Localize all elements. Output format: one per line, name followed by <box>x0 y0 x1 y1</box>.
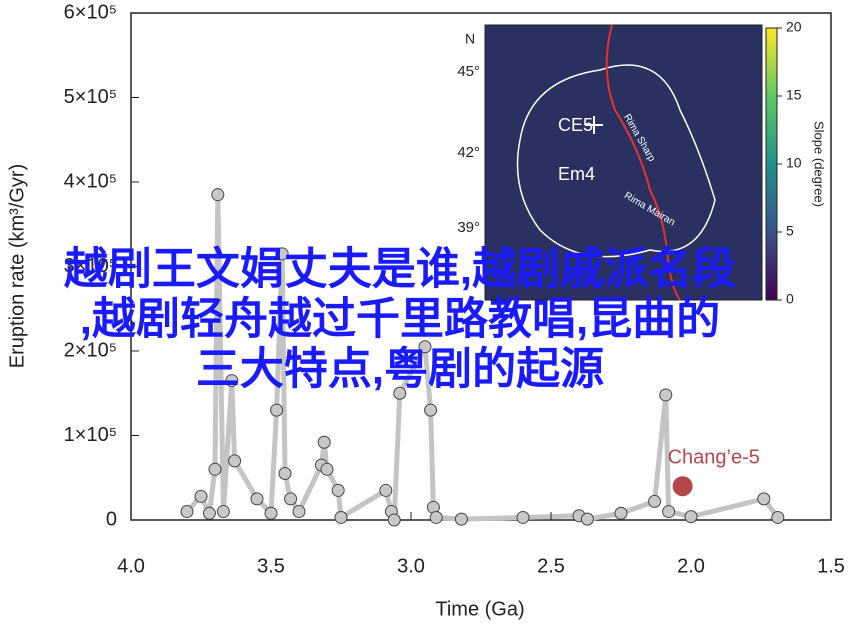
data-point <box>202 506 216 520</box>
data-point <box>180 505 194 519</box>
y-tick-label: 0 <box>106 508 117 530</box>
data-point <box>284 492 298 506</box>
data-point <box>334 510 348 524</box>
data-point <box>659 388 673 402</box>
colorbar-label: Slope (degree) <box>812 121 827 207</box>
data-point <box>270 403 284 417</box>
overlay-text: 越剧王文娟丈夫是谁,越剧戚派名段 <box>64 245 736 294</box>
data-point <box>648 494 662 508</box>
data-point <box>317 435 331 449</box>
y-tick-label: 2×10⁵ <box>64 339 117 361</box>
data-point <box>331 483 345 497</box>
data-point <box>250 492 264 506</box>
data-point <box>757 492 771 506</box>
data-point <box>225 374 239 388</box>
colorbar-tick-label: 20 <box>786 19 802 35</box>
landing-site <box>585 116 603 134</box>
y-tick-label: 3×10⁵ <box>64 255 117 277</box>
x-axis-label: Time (Ga) <box>435 598 524 620</box>
overlay-text: ,越剧轻舟越过千里路教唱,昆曲的 <box>80 295 720 344</box>
data-point <box>194 489 208 503</box>
data-point <box>771 510 785 524</box>
data-point <box>516 510 530 524</box>
data-point <box>393 386 407 400</box>
inset-north: N <box>465 31 475 47</box>
unit-boundary <box>516 64 716 258</box>
data-point <box>320 462 334 476</box>
y-tick-label: 5×10⁵ <box>64 86 117 108</box>
data-point <box>292 505 306 519</box>
colorbar-tick-label: 10 <box>786 155 802 171</box>
x-tick-label: 4.0 <box>117 555 145 577</box>
x-tick-label: 2.5 <box>537 555 565 577</box>
colorbar-tick-label: 5 <box>786 223 794 239</box>
data-point <box>278 467 292 481</box>
colorbar <box>765 27 778 301</box>
inset-unit: Em4 <box>558 164 595 184</box>
inset-unit: CE5 <box>558 115 593 135</box>
colorbar-tick-label: 15 <box>786 87 802 103</box>
colorbar-tick-label: 0 <box>786 291 794 307</box>
rille <box>605 24 681 301</box>
x-tick-label: 1.5 <box>817 555 845 577</box>
data-point <box>418 340 432 354</box>
data-point <box>211 188 225 202</box>
data-point <box>662 505 676 519</box>
data-point <box>454 512 468 526</box>
y-axis-label: Eruption rate (km³/Gyr) <box>6 164 28 368</box>
data-point <box>264 506 278 520</box>
data-point <box>208 462 222 476</box>
highlight-point <box>672 476 693 497</box>
inset-map <box>484 24 778 301</box>
y-tick-label: 6×10⁵ <box>64 1 117 23</box>
y-tick-label: 1×10⁵ <box>64 424 117 446</box>
x-tick-label: 3.5 <box>257 555 285 577</box>
data-point <box>228 454 242 468</box>
x-tick-label: 2.0 <box>677 555 705 577</box>
data-point <box>216 505 230 519</box>
data-point <box>614 506 628 520</box>
inset-lat: 45° <box>457 63 480 80</box>
x-tick-label: 3.0 <box>397 555 425 577</box>
y-tick-label: 4×10⁵ <box>64 170 117 192</box>
data-point <box>424 403 438 417</box>
overlay-text: 三大特点,粤剧的起源 <box>196 345 604 394</box>
data-point <box>275 247 289 261</box>
highlight-label: Chang’e-5 <box>668 446 760 468</box>
inset-lat: 39° <box>457 219 480 236</box>
data-point <box>379 483 393 497</box>
inset-frame <box>484 24 763 301</box>
data-point <box>580 512 594 526</box>
data-point <box>429 510 443 524</box>
inset-lat: 42° <box>457 144 480 161</box>
data-point <box>387 513 401 527</box>
data-point <box>684 510 698 524</box>
